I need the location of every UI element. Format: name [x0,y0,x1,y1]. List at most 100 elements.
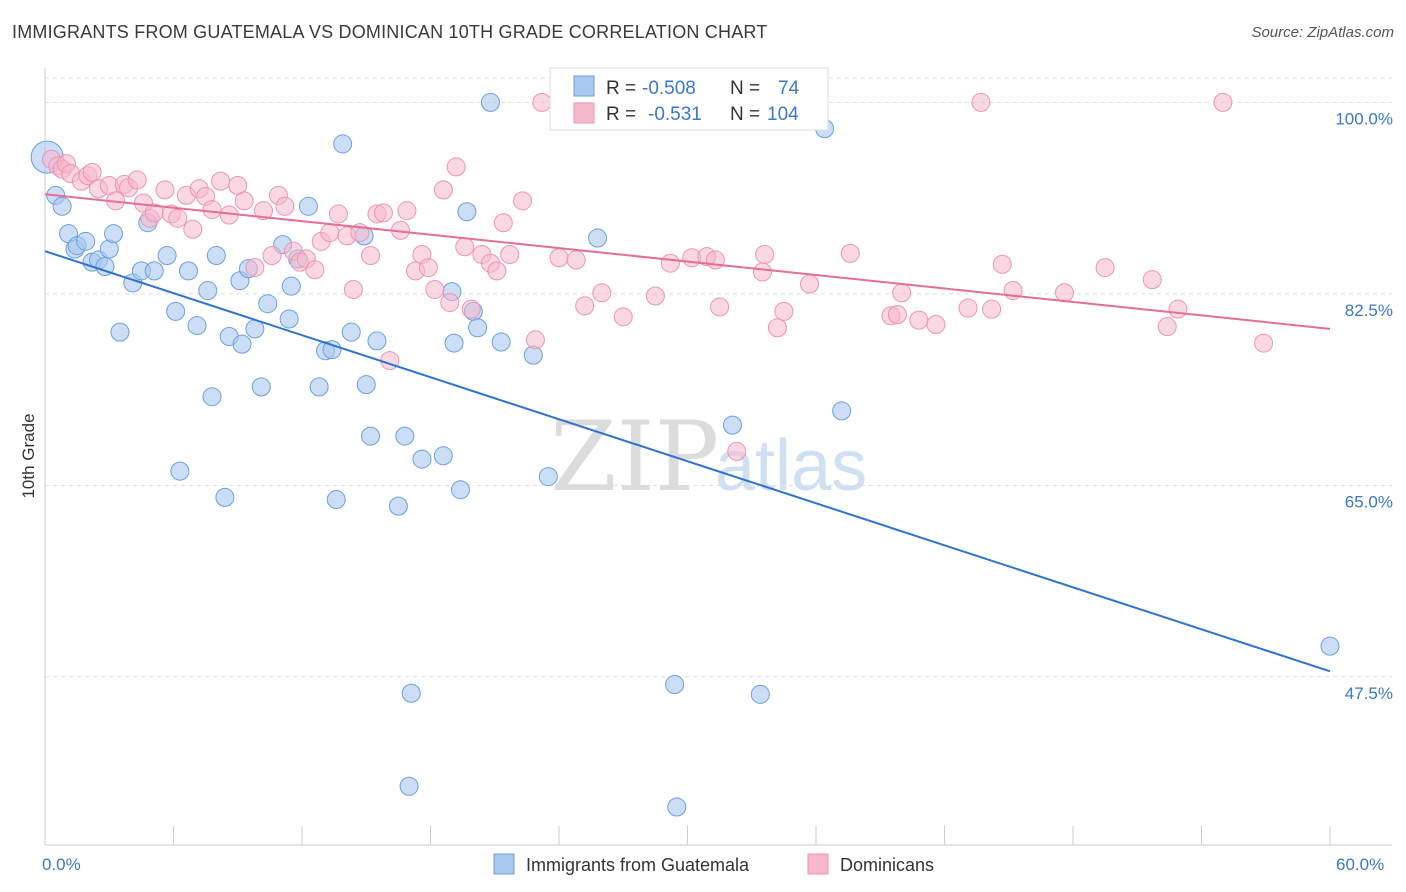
point-guatemala [750,684,770,704]
point-dominicans [926,314,946,334]
series-legend: Immigrants from Guatemala Dominicans [493,853,934,875]
point-dominicans [982,299,1002,319]
point-guatemala [538,467,558,487]
legend-n-label-1: N = [730,78,760,99]
point-dominicans [127,170,147,190]
point-dominicans [487,261,507,281]
point-dominicans [361,246,381,266]
y-tick-label: 47.5% [1345,684,1393,703]
point-dominicans [1142,270,1162,290]
point-dominicans [1054,283,1074,303]
axes [44,68,1392,846]
point-guatemala [333,134,353,154]
point-dominicans [253,201,273,221]
point-dominicans [710,297,730,317]
point-dominicans [433,180,453,200]
point-dominicans [645,286,665,306]
point-dominicans [887,305,907,325]
y-tick-label: 65.0% [1345,492,1393,511]
point-guatemala [450,480,470,500]
point-dominicans [1168,299,1188,319]
point-dominicans [532,92,552,112]
point-dominicans [971,92,991,112]
point-guatemala [322,340,342,360]
point-guatemala [341,322,361,342]
point-guatemala [166,301,186,321]
legend-r-label-2: R = [606,104,636,125]
legend-swatch-blue [573,75,595,97]
point-dominicans [660,253,680,273]
watermark-atlas: atlas [715,426,867,506]
point-dominicans [343,279,363,299]
point-dominicans [155,180,175,200]
point-guatemala [412,449,432,469]
point-dominicans [168,208,188,228]
point-guatemala [279,309,299,329]
x-ticks [44,826,1331,845]
point-dominicans [909,310,929,330]
legend-r-value-1: -0.508 [642,78,696,99]
point-dominicans [446,157,466,177]
point-dominicans [211,171,231,191]
point-guatemala [258,294,278,314]
point-dominicans [752,262,772,282]
point-guatemala [491,332,511,352]
point-dominicans [1095,258,1115,278]
point-guatemala [395,426,415,446]
point-dominicans [455,237,475,257]
point-dominicans [800,274,820,294]
point-guatemala [157,246,177,266]
point-dominicans [525,330,545,350]
point-dominicans [840,243,860,263]
point-guatemala [281,276,301,296]
point-guatemala [1320,636,1340,656]
legend-n-value-2: 104 [767,104,799,125]
point-dominicans [992,254,1012,274]
point-dominicans [1213,92,1233,112]
source-note: Source: ZipAtlas.com [1251,24,1394,41]
bottom-legend-swatch-dominicans [807,853,829,875]
point-dominicans [373,203,393,223]
point-dominicans [1157,317,1177,337]
point-guatemala [356,375,376,395]
point-guatemala [588,228,608,248]
point-dominicans [513,191,533,211]
legend-n-label-2: N = [730,104,760,125]
point-guatemala [144,261,164,281]
point-dominicans [461,299,481,319]
trend-lines [44,193,1331,673]
point-guatemala [667,797,687,817]
point-dominicans [305,260,325,280]
point-guatemala [215,487,235,507]
point-dominicans [958,298,978,318]
point-guatemala [832,401,852,421]
legend-r-label-1: R = [606,78,636,99]
point-guatemala [361,426,381,446]
point-dominicans [418,258,438,278]
point-dominicans [575,296,595,316]
point-dominicans [592,283,612,303]
point-guatemala [170,461,190,481]
point-guatemala [187,316,207,336]
legend-r-value-2: -0.531 [648,104,702,125]
point-dominicans [320,223,340,243]
point-guatemala [722,415,742,435]
point-guatemala [178,261,198,281]
point-guatemala [52,196,72,216]
point-dominicans [1254,333,1274,353]
y-tick-label: 100.0% [1335,109,1393,128]
legend-swatch-pink [573,102,595,124]
point-guatemala [202,387,222,407]
point-guatemala [326,490,346,510]
x-tick-label-max: 60.0% [1336,855,1384,874]
y-axis-label: 10th Grade [19,413,38,498]
point-dominicans [566,250,586,270]
series-dominicans [41,92,1274,461]
chart-title: IMMIGRANTS FROM GUATEMALA VS DOMINICAN 1… [12,22,768,42]
legend-n-value-1: 74 [778,78,800,99]
trend-line-dominicans [44,193,1331,330]
point-dominicans [500,244,520,264]
point-dominicans [397,201,417,221]
point-dominicans [892,283,912,303]
